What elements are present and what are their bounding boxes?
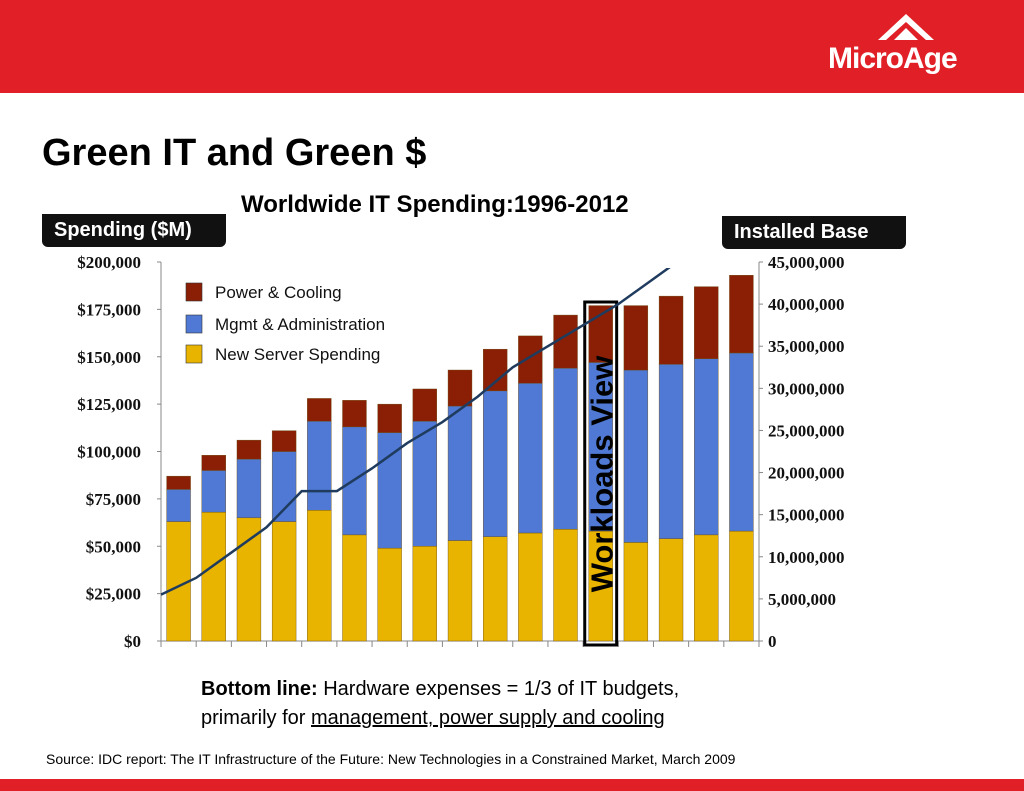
source-note: Source: IDC report: The IT Infrastructur…	[46, 751, 736, 767]
bar-mgmt	[166, 489, 191, 522]
header-bar	[0, 0, 1024, 93]
bar-mgmt	[412, 420, 437, 547]
legend-label: Power & Cooling	[215, 283, 342, 302]
bottom-line: Bottom line: Hardware expenses = 1/3 of …	[201, 675, 679, 733]
right-tick-label: 15,000,000	[768, 506, 845, 525]
left-tick-label: $75,000	[86, 490, 141, 509]
bar-mgmt	[271, 451, 297, 522]
left-tick-label: $100,000	[77, 443, 141, 462]
bar-server	[694, 534, 719, 642]
bar-server	[271, 521, 297, 642]
bar-mgmt	[518, 383, 543, 534]
right-tick-label: 30,000,000	[768, 379, 845, 398]
bar-mgmt	[236, 458, 262, 519]
right-tick-label: 20,000,000	[768, 464, 845, 483]
bar-mgmt	[694, 358, 719, 536]
logo-text: MicroAge	[828, 42, 958, 75]
bar-mgmt	[483, 390, 508, 537]
bar-power	[658, 295, 684, 365]
right-tick-label: 40,000,000	[768, 295, 845, 314]
bar-server	[201, 511, 226, 642]
bar-server	[342, 534, 367, 642]
left-tick-label: $25,000	[86, 585, 141, 604]
right-axis-tag: Installed Base	[722, 216, 906, 249]
bar-server	[377, 547, 402, 642]
bar-server	[236, 517, 262, 642]
bar-power	[271, 430, 297, 452]
right-tick-label: 5,000,000	[768, 590, 836, 609]
footer-bar	[0, 779, 1024, 791]
bar-mgmt	[447, 405, 473, 541]
bar-power	[412, 388, 437, 422]
bar-server	[729, 530, 754, 642]
bar-power	[201, 455, 226, 471]
legend-swatch	[185, 344, 203, 364]
bar-power	[483, 348, 508, 392]
bar-server	[623, 542, 649, 642]
microage-logo: MicroAge	[828, 12, 988, 82]
bar-mgmt	[553, 367, 578, 530]
bottom-line-underlined: management, power supply and cooling	[311, 707, 665, 729]
legend-swatch	[185, 282, 203, 302]
left-tick-label: $175,000	[77, 300, 141, 319]
bar-mgmt	[658, 364, 684, 539]
bar-server	[518, 532, 543, 642]
bar-power	[377, 403, 402, 433]
workloads-highlight-box	[583, 300, 619, 647]
legend-swatch	[185, 314, 203, 334]
bar-server	[658, 538, 684, 642]
bar-power	[694, 286, 719, 359]
mountain-icon	[878, 14, 934, 40]
bar-server	[553, 528, 578, 642]
bottom-line-text: Hardware expenses = 1/3 of IT budgets,	[317, 678, 680, 700]
left-axis-tag: Spending ($M)	[42, 214, 226, 247]
installed-base-line	[161, 268, 671, 596]
bar-power	[518, 335, 543, 384]
bar-mgmt	[623, 369, 649, 543]
right-tick-label: 45,000,000	[768, 253, 845, 272]
left-tick-label: $200,000	[77, 253, 141, 272]
bottom-line-label: Bottom line:	[201, 678, 318, 700]
bar-power	[729, 275, 754, 354]
bar-power	[447, 369, 473, 407]
bar-mgmt	[307, 420, 332, 511]
legend-label: Mgmt & Administration	[215, 315, 385, 334]
chart-title: Worldwide IT Spending:1996-2012	[241, 191, 629, 218]
spending-chart: $200,000 $175,000 $150,000 $125,000 $100,000…	[77, 253, 845, 651]
bar-server	[412, 546, 437, 642]
right-tick-label: 0	[768, 632, 777, 651]
bottom-line-text2: primarily for	[201, 707, 312, 729]
left-tick-label: $150,000	[77, 348, 141, 367]
legend-label: New Server Spending	[215, 345, 380, 364]
bar-power	[588, 305, 613, 363]
left-tick-label: $0	[124, 632, 141, 651]
right-tick-label: 25,000,000	[768, 421, 845, 440]
bar-server	[307, 510, 332, 642]
left-tick-label: $125,000	[77, 395, 141, 414]
bar-power	[166, 475, 191, 490]
slide-title: Green IT and Green $	[42, 132, 427, 174]
bar-power	[236, 439, 262, 460]
right-tick-label: 35,000,000	[768, 337, 845, 356]
bar-server	[483, 536, 508, 642]
right-tick-label: 10,000,000	[768, 548, 845, 567]
bar-server	[447, 540, 473, 642]
bar-power	[342, 400, 367, 428]
bar-power	[307, 398, 332, 422]
workloads-view-label: Workloads View	[585, 355, 620, 592]
left-tick-label: $50,000	[86, 537, 141, 556]
bar-mgmt	[729, 352, 754, 532]
bar-mgmt	[201, 470, 226, 513]
bar-power	[623, 305, 649, 371]
